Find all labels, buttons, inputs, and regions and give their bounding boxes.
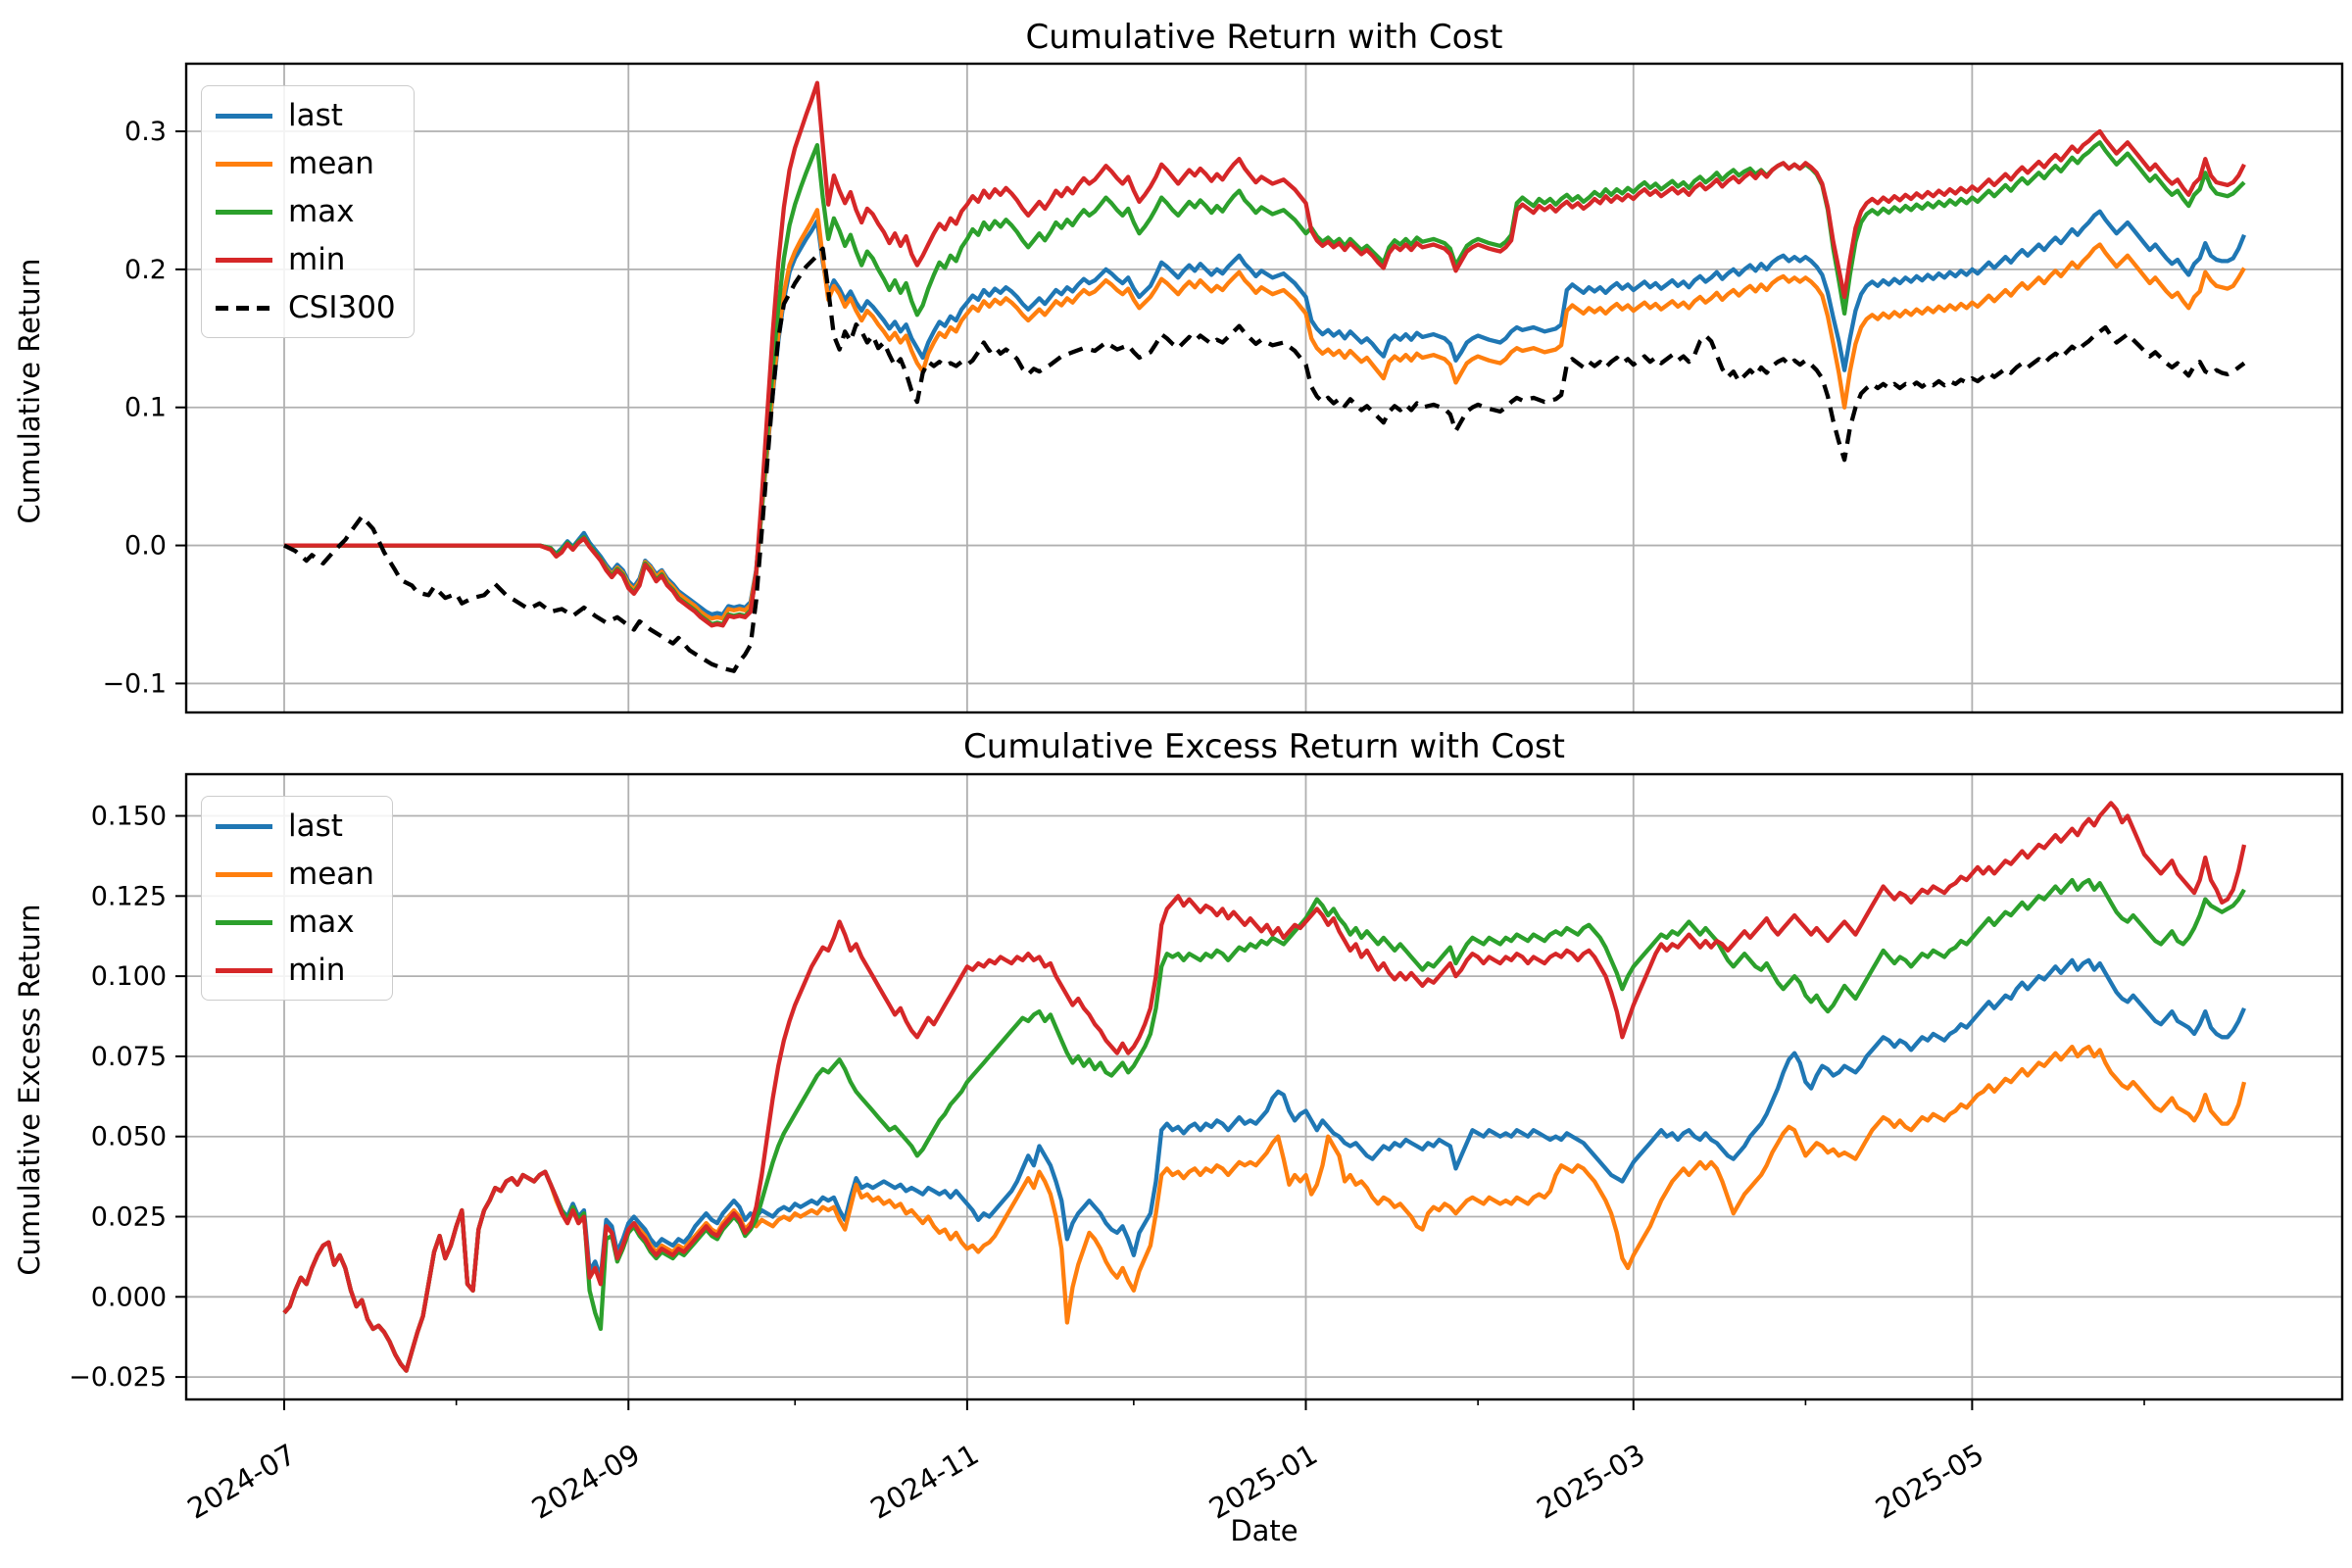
x-tick-label: 2025-05: [1870, 1438, 1989, 1526]
legend-label: last: [288, 808, 343, 844]
legend-item-min: min: [216, 240, 396, 279]
y-tick-label: 0.0: [124, 531, 167, 562]
legend-item-mean: mean: [216, 855, 374, 894]
legend-swatch-min-line-icon: [216, 967, 272, 973]
legend-swatch-mean-line-icon: [216, 161, 272, 167]
y-tick-label: −0.1: [102, 668, 167, 699]
x-tick-label: 2024-11: [864, 1438, 984, 1526]
series-line-mean: [282, 1044, 2247, 1373]
bottom-chart-legend: last mean max min: [201, 796, 393, 1001]
y-tick-label: 0.025: [91, 1202, 167, 1233]
series-line-last: [284, 209, 2246, 617]
series-line-min: [284, 80, 2246, 628]
legend-label: mean: [288, 146, 374, 181]
legend-swatch-max-line-icon: [216, 209, 272, 215]
y-tick-label: 0.050: [91, 1122, 167, 1152]
legend-item-max: max: [216, 903, 374, 942]
legend-item-mean: mean: [216, 144, 396, 183]
legend-label: mean: [288, 857, 374, 892]
legend-item-max: max: [216, 192, 396, 231]
legend-swatch-mean-line-icon: [216, 871, 272, 877]
legend-label: CSI300: [288, 290, 396, 325]
y-tick-label: 0.150: [91, 802, 167, 832]
series-line-mean: [284, 208, 2246, 621]
x-tick-label: 2024-07: [182, 1438, 302, 1526]
legend-label: min: [288, 953, 346, 988]
y-tick-label: 0.075: [91, 1042, 167, 1072]
top-y-axis-label: Cumulative Return: [13, 258, 46, 524]
top-chart-legend: last mean max min CSI300: [201, 85, 415, 338]
x-axis-label: Date: [1230, 1514, 1298, 1547]
legend-label: last: [288, 98, 343, 133]
y-tick-label: 0.3: [124, 117, 167, 147]
legend-item-last: last: [216, 96, 396, 135]
legend-swatch-last-line-icon: [216, 823, 272, 829]
legend-label: max: [288, 194, 355, 229]
y-tick-label: 0.100: [91, 961, 167, 992]
y-tick-label: 0.2: [124, 255, 167, 285]
x-tick-label: 2025-01: [1203, 1438, 1323, 1526]
legend-item-min: min: [216, 951, 374, 990]
legend-label: min: [288, 242, 346, 277]
legend-item-last: last: [216, 807, 374, 846]
series-line-last: [282, 957, 2246, 1373]
legend-swatch-max-line-icon: [216, 919, 272, 925]
series-line-min: [282, 801, 2247, 1373]
x-tick-label: 2024-09: [526, 1438, 646, 1526]
series-line-CSI300: [283, 246, 2246, 673]
legend-swatch-CSI300-dashed-line-icon: [216, 305, 272, 311]
top-chart-title: Cumulative Return with Cost: [1025, 18, 1503, 57]
series-line-max: [284, 140, 2246, 627]
y-tick-label: −0.025: [69, 1362, 167, 1393]
legend-label: max: [288, 905, 355, 940]
y-tick-label: 0.000: [91, 1282, 167, 1312]
legend-swatch-min-line-icon: [216, 257, 272, 263]
bottom-y-axis-label: Cumulative Excess Return: [13, 904, 46, 1276]
legend-item-CSI300: CSI300: [216, 288, 396, 327]
bottom-chart-title: Cumulative Excess Return with Cost: [963, 727, 1565, 766]
axes-frame: [184, 772, 2344, 1401]
y-tick-label: 0.125: [91, 881, 167, 911]
x-tick-label: 2025-03: [1531, 1438, 1650, 1526]
axes-frame: [184, 62, 2344, 714]
legend-swatch-last-line-icon: [216, 113, 272, 119]
y-tick-label: 0.1: [124, 393, 167, 423]
